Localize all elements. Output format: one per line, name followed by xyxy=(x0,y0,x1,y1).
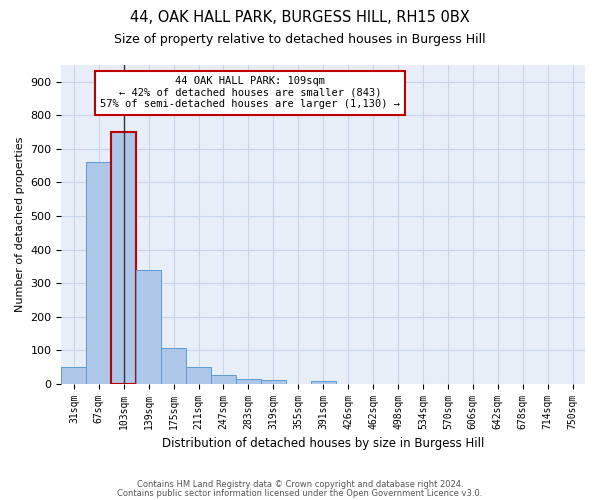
Bar xyxy=(136,270,161,384)
Bar xyxy=(111,132,136,384)
Bar xyxy=(186,367,211,384)
Bar xyxy=(161,348,186,384)
Bar xyxy=(211,376,236,384)
X-axis label: Distribution of detached houses by size in Burgess Hill: Distribution of detached houses by size … xyxy=(162,437,484,450)
Y-axis label: Number of detached properties: Number of detached properties xyxy=(15,136,25,312)
Text: 44 OAK HALL PARK: 109sqm
← 42% of detached houses are smaller (843)
57% of semi-: 44 OAK HALL PARK: 109sqm ← 42% of detach… xyxy=(100,76,400,110)
Bar xyxy=(261,380,286,384)
Text: Contains HM Land Registry data © Crown copyright and database right 2024.: Contains HM Land Registry data © Crown c… xyxy=(137,480,463,489)
Bar xyxy=(236,378,261,384)
Text: Contains public sector information licensed under the Open Government Licence v3: Contains public sector information licen… xyxy=(118,490,482,498)
Bar xyxy=(61,367,86,384)
Text: Size of property relative to detached houses in Burgess Hill: Size of property relative to detached ho… xyxy=(114,32,486,46)
Text: 44, OAK HALL PARK, BURGESS HILL, RH15 0BX: 44, OAK HALL PARK, BURGESS HILL, RH15 0B… xyxy=(130,10,470,25)
Bar xyxy=(86,162,111,384)
Bar xyxy=(311,381,335,384)
